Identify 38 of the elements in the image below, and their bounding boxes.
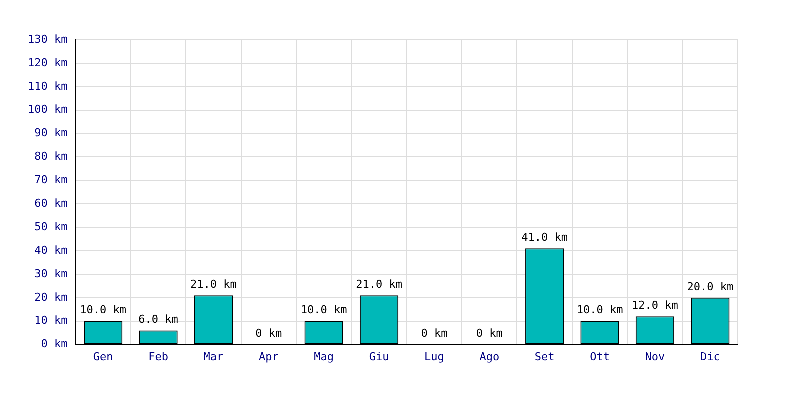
x-tick-label: Ago — [480, 350, 500, 364]
x-tick-label: Ott — [590, 350, 610, 364]
x-tick-label: Mag — [314, 350, 334, 364]
y-tick-label: 90 km — [34, 126, 68, 140]
y-tick-label: 0 km — [41, 338, 68, 351]
y-tick-label: 30 km — [34, 267, 68, 280]
data-label: 41.0 km — [522, 231, 568, 244]
data-label: 21.0 km — [190, 278, 238, 291]
y-tick-label: 130 km — [28, 32, 68, 46]
x-tick-label: Mar — [204, 350, 224, 364]
data-label: 12.0 km — [632, 299, 679, 312]
y-tick-label: 60 km — [34, 196, 68, 210]
y-tick-label: 40 km — [34, 244, 68, 257]
data-label: 10.0 km — [300, 304, 348, 317]
x-tick-label: Feb — [148, 350, 168, 364]
y-tick-label: 20 km — [34, 290, 68, 304]
x-tick-label: Set — [534, 350, 555, 364]
data-label: 6.0 km — [138, 313, 179, 326]
y-tick-label: 100 km — [28, 103, 68, 116]
data-label: 0 km — [476, 327, 504, 340]
y-tick-label: 120 km — [28, 56, 68, 70]
x-tick-label: Gen — [93, 350, 114, 364]
y-tick-label: 80 km — [34, 150, 68, 164]
x-tick-label: Dic — [700, 350, 720, 364]
data-label: 0 km — [256, 327, 283, 340]
data-label: 21.0 km — [356, 278, 403, 291]
y-tick-label: 70 km — [34, 174, 68, 187]
data-label: 10.0 km — [80, 304, 127, 317]
x-tick-label: Apr — [258, 350, 280, 364]
x-tick-label: Nov — [645, 350, 666, 364]
data-label: 0 km — [421, 327, 448, 340]
y-tick-label: 50 km — [34, 220, 68, 234]
x-tick-label: Lug — [424, 350, 444, 364]
y-tick-label: 10 km — [34, 314, 68, 328]
y-tick-label: 110 km — [28, 80, 68, 93]
data-label: 20.0 km — [687, 280, 734, 294]
x-tick-label: Giu — [369, 350, 390, 364]
data-label: 10.0 km — [576, 304, 624, 317]
